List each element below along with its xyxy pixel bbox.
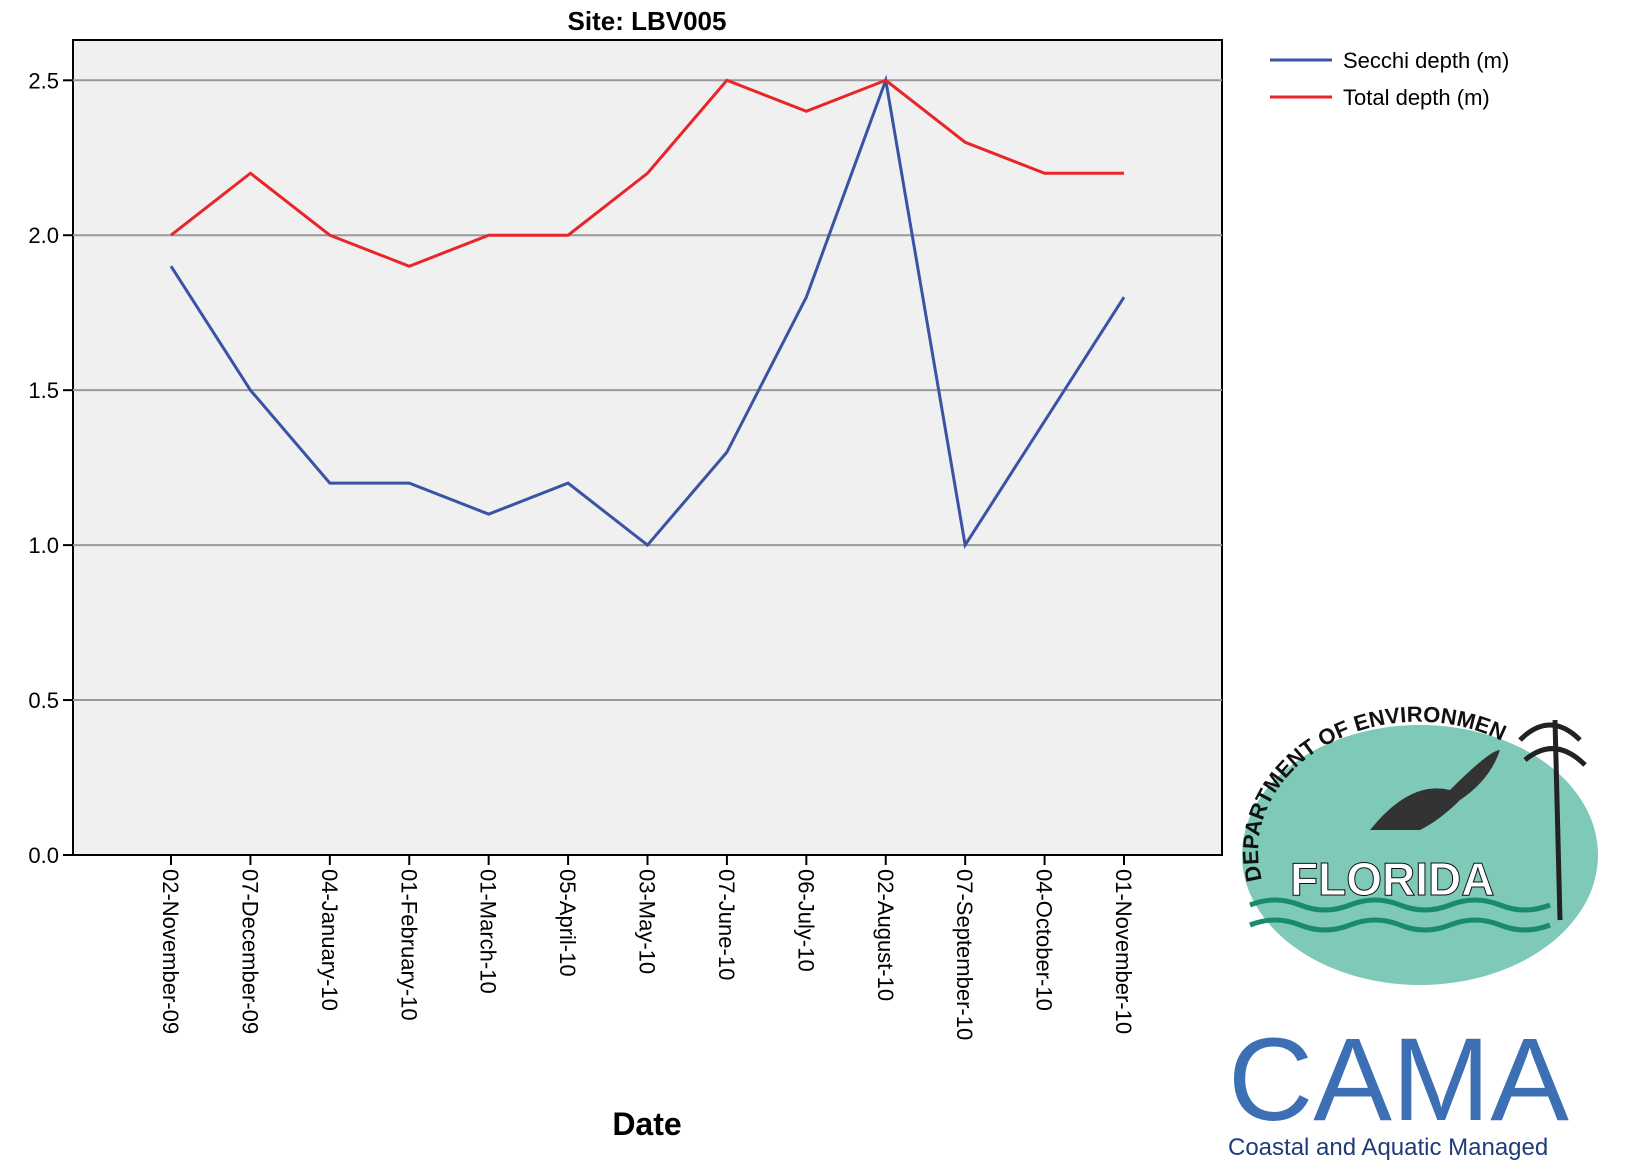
y-tick-label: 1.0 xyxy=(28,533,59,558)
x-tick-label: 01-November-10 xyxy=(1111,869,1136,1034)
logo-acronym: CAMA xyxy=(1228,1014,1569,1146)
x-tick-label: 07-September-10 xyxy=(952,869,977,1040)
logo-disc xyxy=(1242,725,1598,985)
logo-bird xyxy=(1370,750,1500,830)
x-tick-label: 01-March-10 xyxy=(476,869,501,994)
plot-area xyxy=(72,39,1223,856)
x-tick-label: 03-May-10 xyxy=(635,869,660,974)
x-tick-label: 04-January-10 xyxy=(317,869,342,1011)
series-line xyxy=(170,78,1124,268)
x-axis-label: Date xyxy=(612,1106,681,1142)
logo-state: FLORIDA xyxy=(1290,853,1494,905)
y-tick-label: 1.5 xyxy=(28,378,59,403)
x-tick-label: 07-December-09 xyxy=(237,869,262,1034)
y-tick-label: 0.5 xyxy=(28,688,59,713)
logo-palm xyxy=(1518,719,1587,921)
logo-subtitle: Coastal and Aquatic Managed xyxy=(1228,1134,1548,1161)
y-tick-label: 0.0 xyxy=(28,843,59,868)
x-tick-label: 06-July-10 xyxy=(793,869,818,972)
logo-waves xyxy=(1249,897,1551,933)
x-tick-label: 02-August-10 xyxy=(873,869,898,1001)
series-line xyxy=(169,74,1126,550)
legend-label: Total depth (m) xyxy=(1343,85,1490,110)
y-tick-label: 2.5 xyxy=(28,68,59,93)
y-tick-label: 2.0 xyxy=(28,223,59,248)
x-tick-label: 04-October-10 xyxy=(1032,869,1057,1011)
x-tick-label: 01-February-10 xyxy=(396,869,421,1021)
chart-title: Site: LBV005 xyxy=(568,6,727,36)
x-tick-label: 05-April-10 xyxy=(555,869,580,977)
x-tick-label: 07-June-10 xyxy=(714,869,739,980)
legend-label: Secchi depth (m) xyxy=(1343,48,1509,73)
x-tick-label: 02-November-09 xyxy=(158,869,183,1034)
